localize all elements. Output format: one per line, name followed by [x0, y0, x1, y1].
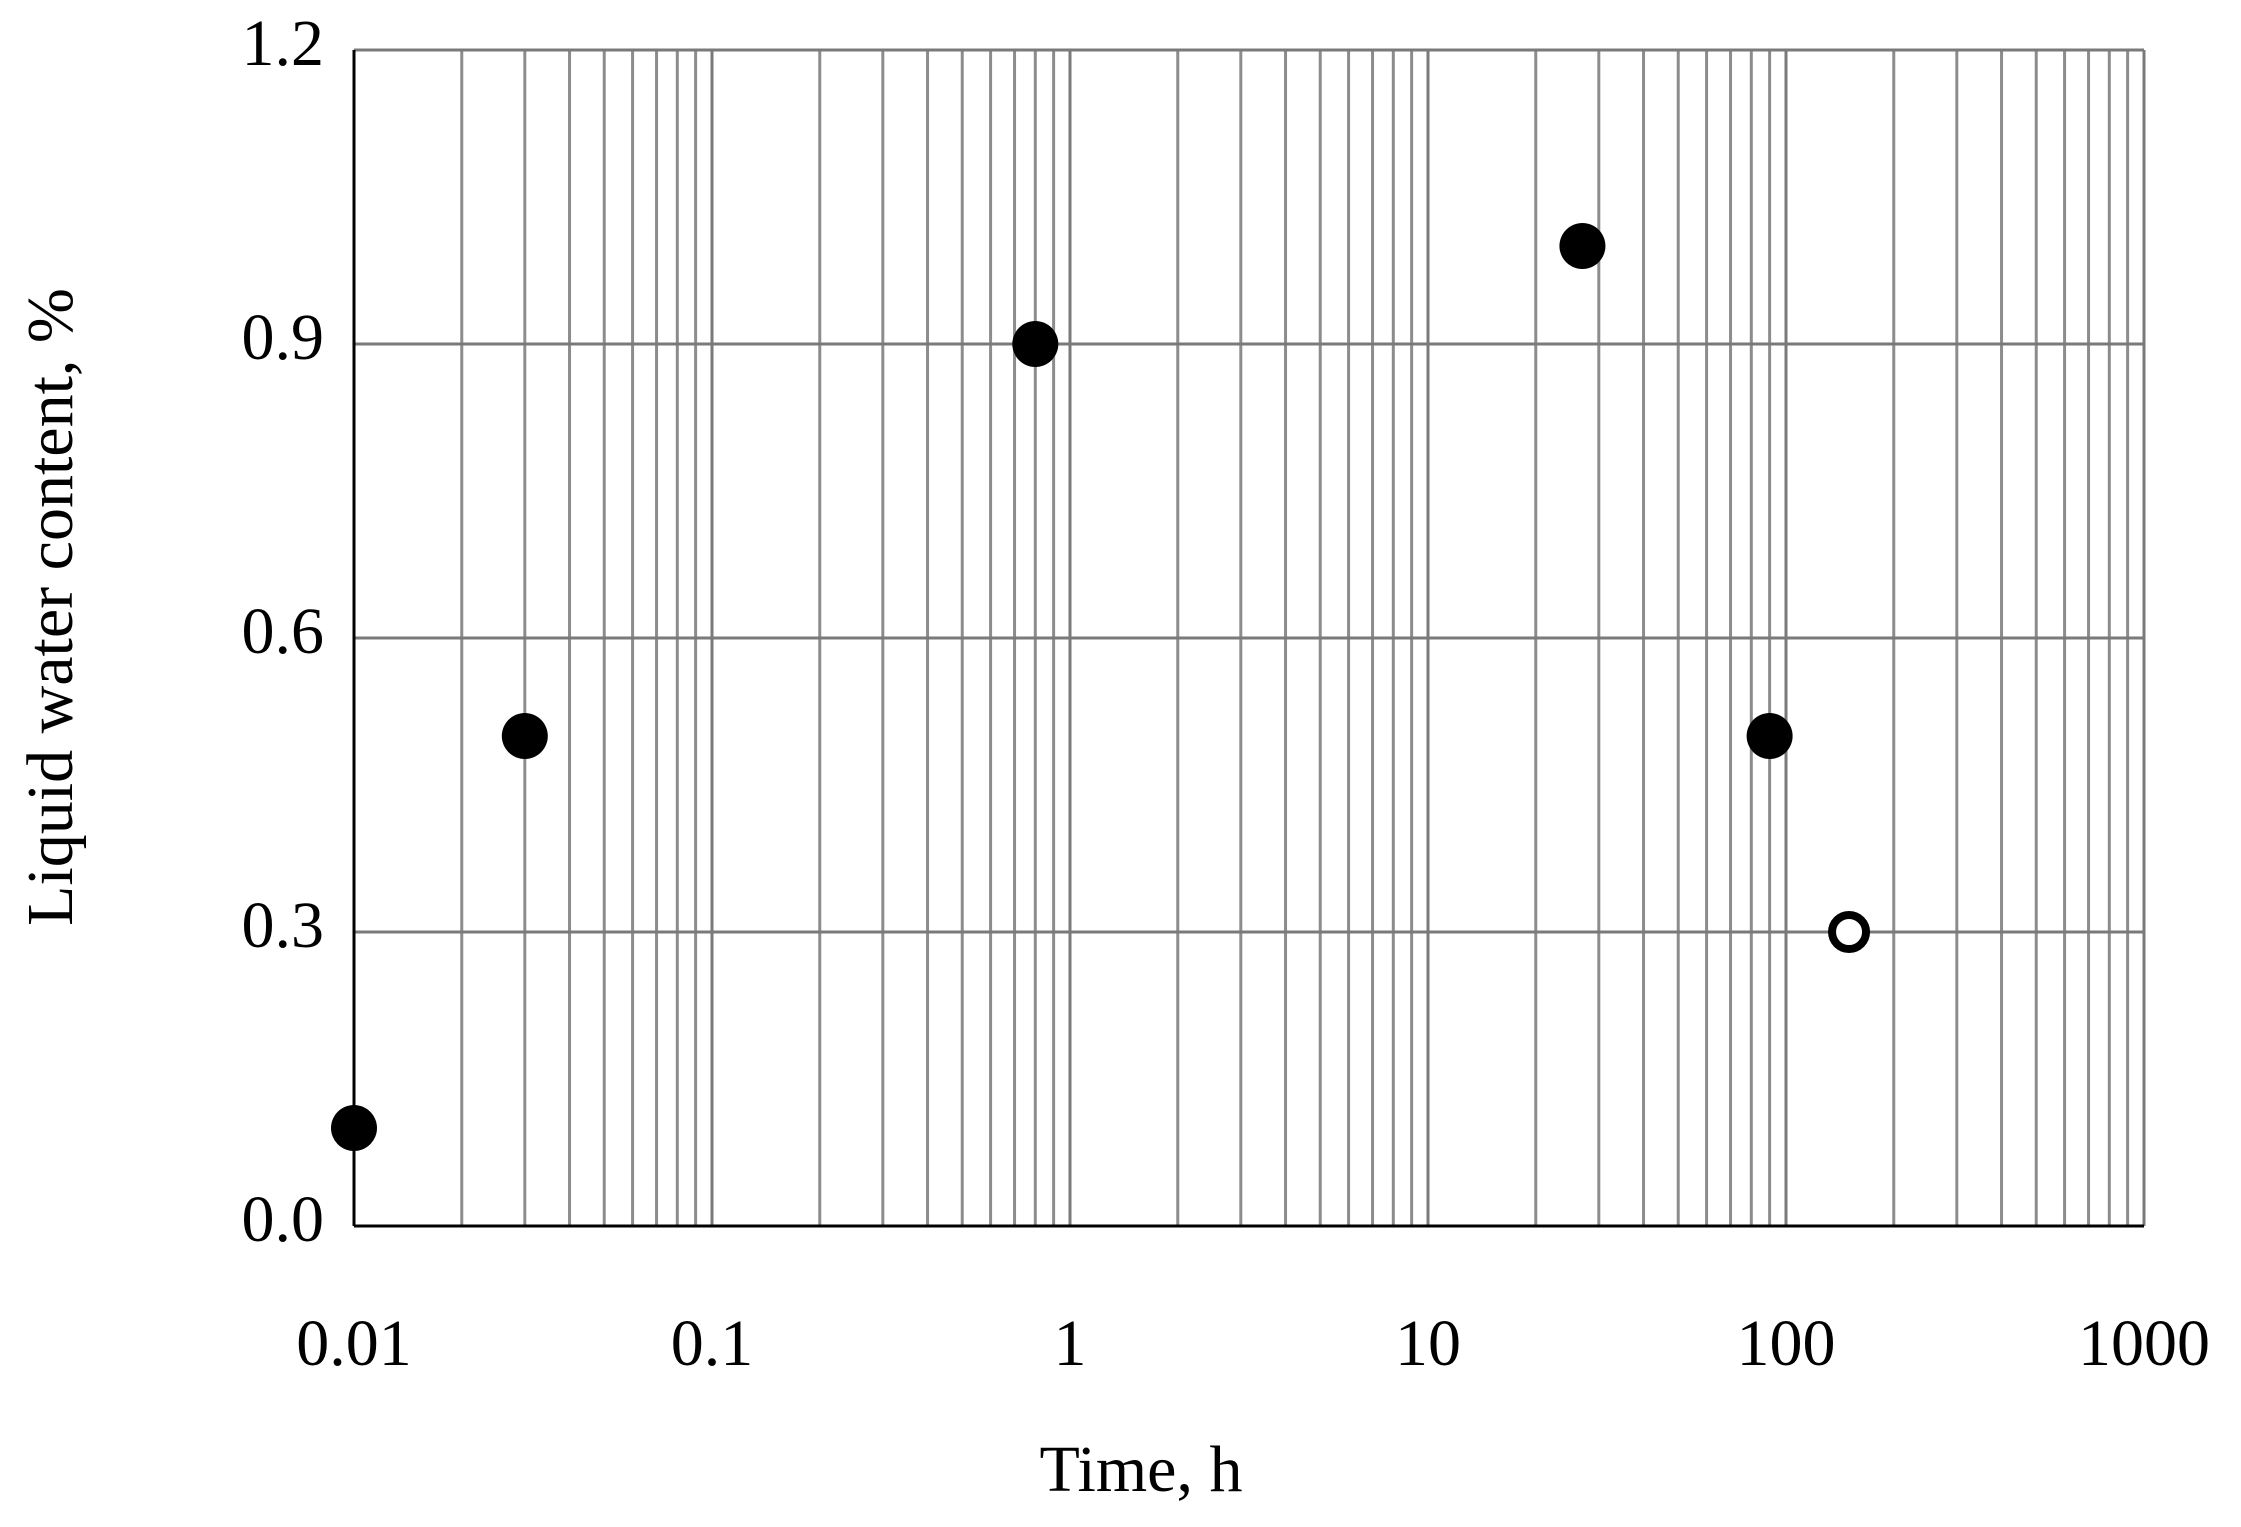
data-point [1012, 321, 1059, 367]
x-axis-title: Time, h [1040, 1433, 1243, 1506]
y-axis-title: Liquid water content, % [14, 288, 87, 926]
x-tick-label: 1 [1054, 1307, 1087, 1380]
data-point [1746, 713, 1793, 759]
data-point [1559, 223, 1606, 269]
x-tick-label: 0.01 [296, 1307, 412, 1380]
x-tick-label: 0.1 [671, 1307, 754, 1380]
data-point [501, 713, 548, 759]
y-tick-label: 1.2 [242, 7, 325, 80]
x-tick-label: 1000 [2078, 1307, 2210, 1380]
x-tick-label: 10 [1395, 1307, 1461, 1380]
y-tick-label: 0.0 [242, 1183, 325, 1256]
y-tick-label: 0.3 [242, 889, 325, 962]
x-tick-label: 100 [1737, 1307, 1836, 1380]
y-tick-label: 0.6 [242, 595, 325, 668]
data-point [1828, 911, 1871, 953]
y-tick-label: 0.9 [242, 301, 325, 374]
data-point [331, 1105, 377, 1151]
